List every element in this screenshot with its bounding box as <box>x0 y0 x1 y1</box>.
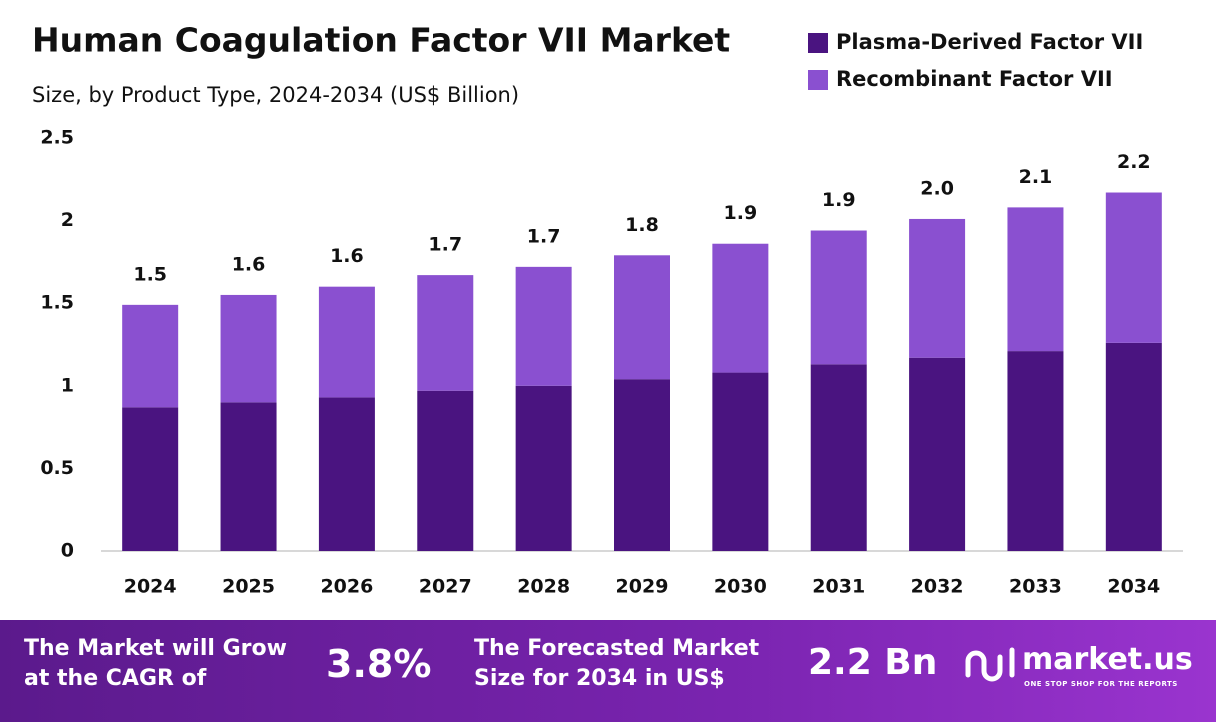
chart-subtitle: Size, by Product Type, 2024-2034 (US$ Bi… <box>32 83 519 107</box>
bar-segment <box>318 286 375 398</box>
bar-segment <box>318 397 375 551</box>
total-label: 1.6 <box>232 253 266 275</box>
x-tick-label: 2030 <box>714 576 767 598</box>
bar-segment <box>909 357 966 551</box>
x-tick-label: 2032 <box>911 576 964 598</box>
x-tick-label: 2029 <box>616 576 669 598</box>
total-label: 1.9 <box>724 202 758 224</box>
bar-segment <box>712 372 769 551</box>
bar-segment <box>220 402 277 551</box>
legend-swatch <box>808 33 828 53</box>
total-label: 1.7 <box>527 225 561 247</box>
bar-segment <box>220 294 277 403</box>
y-tick-label: 1.5 <box>40 292 74 314</box>
y-tick-label: 1 <box>61 374 74 396</box>
bar-segment <box>1007 351 1064 551</box>
total-label: 1.9 <box>822 189 856 211</box>
bar-segment <box>515 385 572 551</box>
bar-segment <box>810 230 867 365</box>
brand: market.us <box>1022 642 1193 677</box>
bar-segment <box>614 255 670 380</box>
x-tick-label: 2025 <box>222 576 275 598</box>
x-tick-label: 2026 <box>320 576 373 598</box>
forecast-value: 2.2 Bn <box>808 642 938 683</box>
bar-segment <box>515 266 572 386</box>
x-tick-label: 2027 <box>419 576 472 598</box>
y-tick-label: 0 <box>61 540 74 562</box>
legend-swatch <box>808 70 828 90</box>
total-label: 1.7 <box>428 234 462 256</box>
total-label: 2.2 <box>1117 151 1151 173</box>
y-tick-label: 2.5 <box>40 127 74 149</box>
bar-segment <box>1105 342 1162 551</box>
cagr-text: The Market will Grow at the CAGR of <box>24 636 287 691</box>
x-tick-label: 2028 <box>517 576 570 598</box>
bar-segment <box>712 243 769 373</box>
total-label: 2.1 <box>1019 166 1053 188</box>
total-label: 2.0 <box>920 177 954 199</box>
bar-segment <box>614 379 670 551</box>
total-label: 1.8 <box>625 214 659 236</box>
bar-segment <box>417 390 474 551</box>
bar-segment <box>122 304 179 408</box>
bar-segment <box>909 218 966 358</box>
tagline: ONE STOP SHOP FOR THE REPORTS <box>1024 680 1178 688</box>
total-label: 1.6 <box>330 245 364 267</box>
bar-segment <box>810 364 867 551</box>
forecast-text: The Forecasted Market Size for 2034 in U… <box>474 636 760 691</box>
legend-label: Plasma-Derived Factor VII <box>836 30 1143 54</box>
chart-title: Human Coagulation Factor VII Market <box>32 21 730 60</box>
bar-segment <box>417 275 474 391</box>
x-tick-label: 2034 <box>1107 576 1160 598</box>
x-tick-label: 2024 <box>124 576 177 598</box>
logo-icon <box>965 647 1015 682</box>
y-tick-label: 2 <box>61 209 74 231</box>
bar-segment <box>122 407 179 551</box>
bar-segment <box>1105 192 1162 343</box>
legend-label: Recombinant Factor VII <box>836 67 1113 91</box>
bar-segment <box>1007 207 1064 352</box>
total-label: 1.5 <box>133 263 167 285</box>
x-tick-label: 2031 <box>812 576 865 598</box>
x-tick-label: 2033 <box>1009 576 1062 598</box>
y-tick-label: 0.5 <box>40 457 74 479</box>
cagr-value: 3.8% <box>326 642 432 686</box>
